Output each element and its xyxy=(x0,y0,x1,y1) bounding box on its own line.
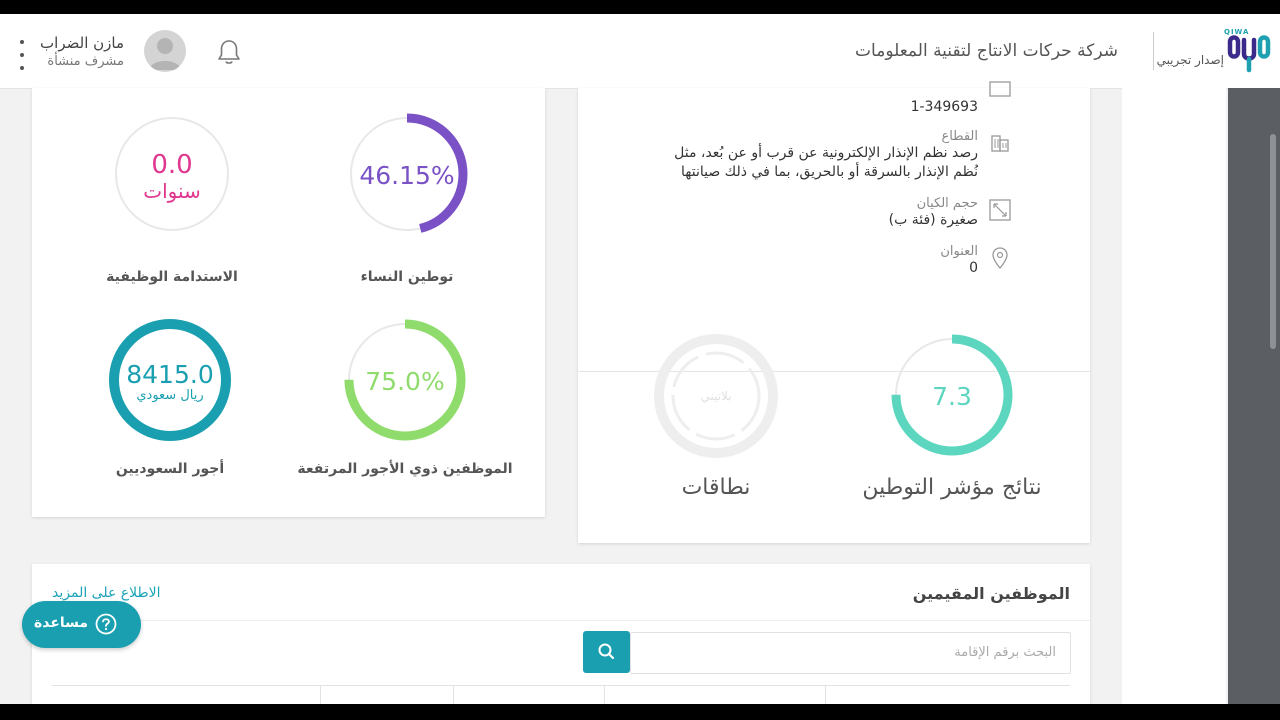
localization-score-ring xyxy=(891,334,1013,456)
establishment-id-row: 1-349693 xyxy=(911,98,978,117)
sector-label: القطاع xyxy=(941,129,978,144)
scrollbar-thumb[interactable] xyxy=(1270,134,1276,349)
women-localization-arc xyxy=(346,113,468,235)
women-localization-label: توطين النساء xyxy=(360,269,454,285)
sector-row: القطاع رصد نظم الإنذار الإلكترونية عن قر… xyxy=(648,129,978,182)
establishment-card: 1-349693 القطاع رصد نظم الإنذار الإلكترو… xyxy=(578,81,1090,543)
card-divider xyxy=(578,371,1090,372)
logo-text: QIWA xyxy=(1224,28,1250,36)
user-role: مشرف منشأة xyxy=(47,54,124,69)
entity-size-row: حجم الكيان صغيرة (فئة ب) xyxy=(889,196,978,230)
saudi-wages-unit: ريال سعودي xyxy=(136,388,204,403)
localization-score-arc xyxy=(891,334,1013,456)
nitaqat-band-ring xyxy=(654,334,778,458)
localization-score-label: نتائج مؤشر التوطين xyxy=(862,475,1042,500)
women-localization-value: 46.15% xyxy=(359,161,455,190)
edition-label: إصدار تجريبي xyxy=(1156,53,1224,67)
job-sustainability-value: 0.0 xyxy=(151,150,193,180)
saudi-wages-arc xyxy=(109,319,231,441)
app-viewport: مازن الضراب مشرف منشأة شركة حركات الانتا… xyxy=(0,14,1280,704)
help-button[interactable]: مساعدة xyxy=(22,601,141,648)
entity-size-value: صغيرة (فئة ب) xyxy=(888,212,978,228)
address-row: العنوان 0 xyxy=(940,244,978,278)
address-label: العنوان xyxy=(940,244,978,259)
iqama-search-input[interactable] xyxy=(631,633,1068,671)
id-card-icon xyxy=(988,78,1012,102)
establishment-id-value: 1-349693 xyxy=(910,99,978,115)
view-more-link[interactable]: الاطلاع على المزيد xyxy=(52,585,161,601)
high-wage-employees-ring xyxy=(344,319,466,441)
search-button[interactable] xyxy=(583,631,630,673)
table-column-divider xyxy=(825,686,826,704)
resident-employees-card: الموظفين المقيمين الاطلاع على المزيد xyxy=(32,564,1090,704)
indicators-card: 46.15% توطين النساء 0.0 سنوات الاستدامة … xyxy=(32,88,545,517)
women-localization-ring xyxy=(346,113,468,235)
high-wage-employees-label: الموظفين ذوي الأجور المرتفعة xyxy=(297,461,513,477)
job-sustainability-label: الاستدامة الوظيفية xyxy=(106,269,238,285)
saudi-wages-label: أجور السعوديين xyxy=(115,461,225,477)
localization-score-value: 7.3 xyxy=(932,382,972,411)
side-panel xyxy=(1122,88,1226,704)
saudi-wages-value: 8415.0 xyxy=(126,360,214,389)
saudi-wages-ring xyxy=(109,319,231,441)
table-header-line xyxy=(52,685,1070,686)
entity-size-label: حجم الكيان xyxy=(916,196,978,211)
search-icon xyxy=(598,643,615,660)
high-wage-employees-arc xyxy=(344,319,466,441)
job-sustainability-unit: سنوات xyxy=(143,179,201,203)
building-icon xyxy=(988,130,1012,154)
sector-value: رصد نظم الإنذار الإلكترونية عن قرب أو عن… xyxy=(674,145,978,180)
table-column-divider xyxy=(320,686,321,704)
notifications-bell-icon[interactable] xyxy=(216,38,242,66)
resident-employees-title: الموظفين المقيمين xyxy=(912,584,1070,603)
high-wage-employees-value: 75.0% xyxy=(365,367,445,396)
question-icon xyxy=(95,613,117,635)
top-header: مازن الضراب مشرف منشأة شركة حركات الانتا… xyxy=(0,14,1280,89)
section-divider xyxy=(32,620,1090,621)
job-sustainability-ring xyxy=(111,113,233,235)
help-label: مساعدة xyxy=(34,615,89,631)
address-value: 0 xyxy=(969,260,978,276)
location-pin-icon xyxy=(988,246,1012,270)
table-column-divider xyxy=(453,686,454,704)
bottom-black-bar xyxy=(0,704,1280,720)
logo-divider xyxy=(1153,32,1154,70)
nitaqat-band-value: بلاتيني xyxy=(700,389,732,403)
user-name[interactable]: مازن الضراب xyxy=(40,34,124,52)
search-field xyxy=(630,632,1071,674)
company-name: شركة حركات الانتاج لتقنية المعلومات xyxy=(855,41,1118,61)
expand-size-icon xyxy=(988,198,1012,222)
avatar[interactable] xyxy=(144,30,186,72)
table-column-divider xyxy=(604,686,605,704)
more-options-icon[interactable] xyxy=(18,40,26,70)
nitaqat-band-label: نطاقات xyxy=(681,475,751,500)
qiwa-logo[interactable] xyxy=(1222,28,1274,74)
